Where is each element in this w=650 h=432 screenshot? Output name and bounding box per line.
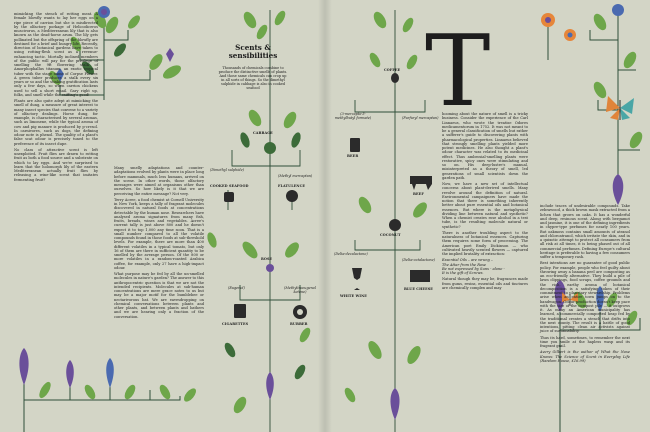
leaf-cluster-top-left — [49, 11, 182, 85]
cabbage-icon — [264, 142, 276, 154]
molecule-tree-right — [354, 10, 426, 432]
butterfly-icon-small — [562, 292, 578, 306]
label-cabbage: CABBAGE — [253, 131, 273, 135]
paragraph: No class of attractive scent is left une… — [14, 147, 98, 182]
label-coconut: COCONUT — [380, 233, 401, 237]
left-column-2: Many smelly adaptations and counter-adap… — [114, 166, 204, 321]
coffee-icon — [391, 73, 399, 83]
paragraph: Many smelly adaptations and counter-adap… — [114, 166, 204, 196]
blue-cheese-icon — [410, 270, 430, 282]
paragraph: Now, we have a new set of intellectual c… — [442, 182, 528, 229]
article-title: Scents & sensibilities — [215, 43, 291, 61]
left-column-1: mimicking the stench of rotting meat. A … — [14, 12, 98, 184]
beer-icon — [350, 138, 360, 152]
title-line-1: Scents & — [235, 43, 271, 52]
flatulence-icon — [286, 190, 298, 202]
paragraph: Best intentions are no guarantee of good… — [540, 261, 630, 334]
poem-line: Essential Oils – are wrung – — [442, 258, 493, 263]
author-bio: Avery Gilbert is the author of What the … — [540, 350, 630, 363]
paragraph: hooming about the nature of smell is a t… — [442, 112, 528, 180]
title-line-2: sensibilities — [228, 51, 278, 61]
paragraph: There is another troubling aspect to the… — [442, 230, 528, 256]
gutter-shadow — [318, 0, 332, 432]
label-delta-decalactone: (Delta-decalactone) — [334, 252, 368, 256]
poem-line: The Attar from the Rose — [442, 262, 487, 267]
label-flatulence: FLATULENCE — [278, 184, 306, 188]
label-dimethyl-sulphide: (Dimethyl sulphide) — [210, 168, 244, 172]
purple-flower-far-right — [554, 4, 624, 312]
tree-bottom-left — [23, 380, 181, 432]
label-rubber: RUBBER — [290, 322, 308, 326]
label-delta-octalactone: (Delta-octalactone) — [402, 258, 435, 262]
article-intro: Thousands of chemicals combine to produc… — [218, 66, 288, 91]
butterfly-icon — [606, 96, 634, 120]
label-cooked-seafood: COOKED SEAFOOD — [210, 184, 249, 188]
seafood-icon — [224, 192, 234, 202]
rose-icon — [266, 264, 274, 272]
paragraph: What purpose may be fed by all the un-sm… — [114, 272, 204, 319]
beef-icon — [410, 176, 432, 190]
drop-cap: T — [425, 15, 491, 129]
paragraph: Plants are also quite adept at mimicking… — [14, 99, 98, 146]
right-column-2: include traces of undesirable compounds.… — [540, 204, 630, 365]
poem-line: It is the gift of Screws. — [442, 271, 484, 275]
purple-flower-right-bottom — [390, 388, 400, 420]
label-beer: BEER — [347, 154, 359, 158]
orange-flower-icon — [541, 13, 576, 60]
cigarettes-icon — [234, 304, 246, 318]
label-cigarettes: CIGARETTES — [222, 322, 249, 326]
paragraph: include traces of undesirable compounds.… — [540, 204, 630, 259]
purple-flowers-bottom-left — [19, 348, 114, 388]
label-methylisoeugenol: (Methylisoeugenol ketone) — [284, 286, 316, 294]
label-furfuryl-mercaptan: (Furfuryl mercaptan) — [402, 116, 439, 120]
label-beef: BEEF — [413, 192, 424, 196]
label-eugenol: (Eugenol) — [228, 286, 245, 290]
paragraph: Natural though they may be, fragrances m… — [442, 277, 528, 290]
label-methyl-mercaptan: (Methyl mercaptan) — [278, 174, 313, 178]
label-mercapto-formate: (3-mercapto-3-methylbutyl formate) — [334, 112, 372, 120]
rubber-icon — [293, 305, 307, 319]
label-blue-cheese: BLUE CHEESE — [404, 287, 433, 291]
label-rose: ROSE — [261, 257, 273, 261]
paragraph: mimicking the stench of rotting meat. A … — [14, 12, 98, 97]
white-wine-icon — [352, 268, 362, 290]
molecule-tree-left — [227, 10, 301, 432]
label-coffee: COFFEE — [384, 68, 401, 72]
coconut-icon — [389, 219, 401, 231]
paragraph: Terry Acree, a food chemist at Cornell U… — [114, 197, 204, 270]
paragraph: Thus its hard, sometimes, to remember th… — [540, 335, 630, 349]
purple-flower-top-left — [56, 6, 174, 82]
right-column-1: hooming about the nature of smell is a t… — [442, 112, 528, 292]
label-white-wine: WHITE WINE — [340, 294, 367, 298]
poem-line: Be not expressed by Suns - alone - — [442, 266, 505, 271]
